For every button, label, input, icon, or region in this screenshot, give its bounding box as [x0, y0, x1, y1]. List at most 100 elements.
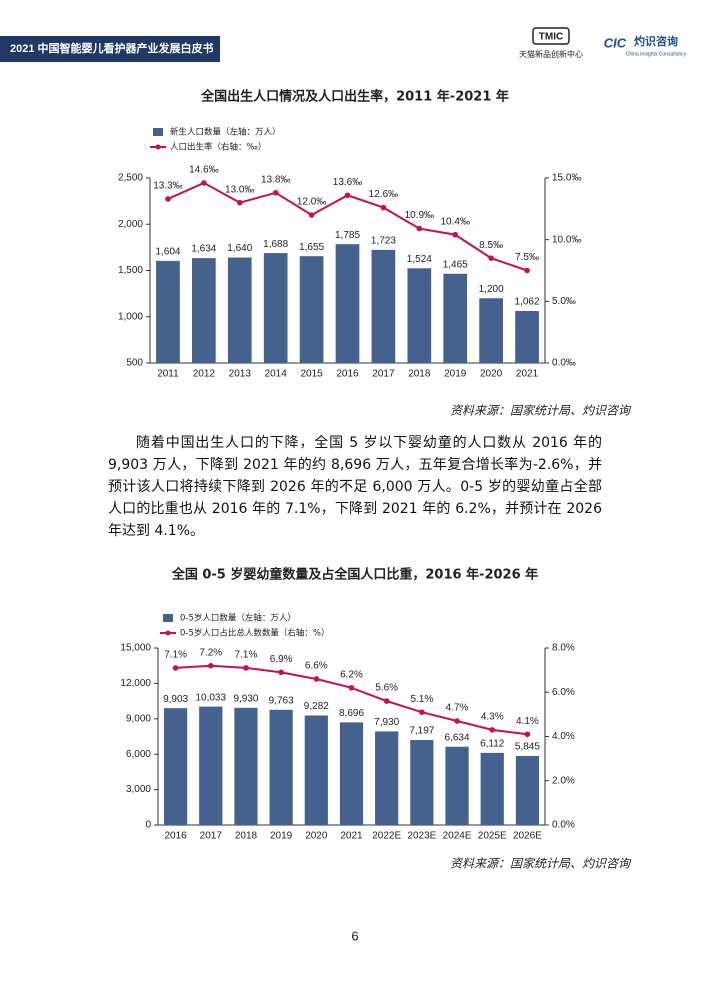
line-value-label: 4.3% — [481, 712, 504, 723]
y2-tick-label: 10.0‰ — [552, 234, 581, 245]
y-tick-label: 500 — [126, 358, 143, 369]
x-tick-label: 2014 — [265, 369, 288, 380]
line-marker — [380, 204, 387, 211]
bar — [479, 298, 503, 363]
line-marker — [452, 231, 459, 238]
x-tick-label: 2018 — [235, 831, 258, 842]
y2-tick-label: 6.0% — [552, 687, 575, 698]
logo2-name: 灼识咨询 — [634, 34, 678, 48]
bar-value-label: 1,062 — [515, 297, 540, 308]
bar-value-label: 1,200 — [479, 284, 504, 295]
line-marker — [278, 669, 284, 676]
bar-value-label: 6,634 — [445, 732, 470, 743]
y-tick-label: 1,500 — [118, 265, 143, 276]
bar-value-label: 1,723 — [371, 236, 396, 247]
y-tick-label: 0 — [145, 820, 151, 831]
legend-label: 人口出生率（右轴：‰） — [170, 142, 266, 153]
line-value-label: 10.4‰ — [440, 216, 469, 227]
bar-value-label: 1,465 — [443, 259, 468, 270]
line-value-label: 14.6‰ — [189, 165, 218, 176]
bar-value-label: 1,524 — [407, 254, 432, 265]
x-tick-label: 2021 — [516, 369, 539, 380]
y2-tick-label: 2.0% — [552, 775, 575, 786]
bar-value-label: 7,197 — [409, 726, 434, 737]
y-tick-label: 15,000 — [120, 643, 151, 654]
y2-tick-label: 5.0‰ — [552, 296, 576, 307]
x-tick-label: 2015 — [300, 369, 323, 380]
bar-value-label: 6,112 — [480, 739, 505, 750]
logo1-sub: 天猫新品创新中心 — [519, 49, 583, 59]
bar-value-label: 7,930 — [374, 717, 399, 728]
line-value-label: 13.3‰ — [153, 181, 182, 192]
x-tick-label: 2026E — [513, 831, 542, 842]
line-marker — [236, 199, 243, 206]
y2-tick-label: 4.0% — [552, 731, 575, 742]
line-marker — [308, 212, 315, 218]
bar-value-label: 9,282 — [304, 701, 329, 712]
line-value-label: 13.6‰ — [333, 177, 362, 188]
bar — [410, 740, 434, 825]
legend-label: 0-5岁人口占比总人数数量（右轴：%） — [180, 628, 329, 639]
x-tick-label: 2024E — [443, 831, 472, 842]
x-tick-label: 2012 — [193, 369, 216, 380]
logo2-sub: China Insights Consultancy — [626, 51, 687, 57]
bar-value-label: 9,903 — [163, 694, 188, 705]
bar — [515, 756, 540, 825]
y-tick-label: 2,000 — [118, 219, 143, 230]
bar-value-label: 9,930 — [233, 693, 258, 704]
line-marker — [416, 225, 423, 232]
line-marker — [172, 665, 179, 671]
bar — [515, 311, 539, 363]
legend-label: 0-5岁人口数量（左轴：万人） — [180, 613, 296, 624]
line-marker — [524, 267, 530, 274]
bar — [163, 708, 188, 825]
page-number: 6 — [351, 928, 358, 943]
y2-tick-label: 0.0‰ — [552, 358, 576, 369]
chart-title: 全国出生人口情况及人口出生率，2011 年-2021 年 — [200, 89, 509, 105]
line-marker — [348, 685, 355, 691]
bar — [263, 253, 288, 363]
y2-tick-label: 8.0% — [552, 643, 575, 654]
legend-label: 新生人口数量（左轴：万人） — [170, 127, 281, 138]
line-marker — [383, 698, 390, 704]
legend-marker — [155, 144, 161, 150]
legend-swatch — [153, 128, 163, 136]
line-value-label: 13.8‰ — [261, 174, 290, 185]
paragraph: 随着中国出生人口的下降，全国 5 岁以下婴幼童的人口数从 2016 年的 9,9… — [108, 435, 602, 539]
line-value-label: 7.1% — [164, 650, 187, 661]
line-marker — [488, 255, 494, 261]
line-value-label: 5.1% — [410, 694, 433, 705]
x-tick-label: 2017 — [372, 369, 395, 380]
bar — [443, 273, 468, 363]
bar-value-label: 8,696 — [339, 708, 364, 719]
bar — [227, 257, 252, 363]
line-value-label: 10.9‰ — [405, 210, 434, 221]
bar-value-label: 1,688 — [263, 239, 288, 250]
bar — [199, 706, 223, 825]
chart-source: 资料来源：国家统计局、灼识咨询 — [450, 857, 632, 871]
y-tick-label: 12,000 — [120, 678, 151, 689]
legend-swatch — [163, 614, 173, 622]
line-value-label: 7.2% — [199, 647, 222, 658]
y-tick-label: 6,000 — [126, 749, 151, 760]
bar — [445, 746, 469, 825]
bar — [299, 256, 324, 363]
line-value-label: 4.1% — [516, 716, 539, 727]
bar-value-label: 1,634 — [191, 244, 216, 255]
line-marker — [243, 665, 249, 671]
logo2: CIC — [604, 35, 627, 50]
bar — [156, 260, 180, 363]
bar-value-label: 1,604 — [155, 247, 180, 258]
x-tick-label: 2020 — [305, 831, 328, 842]
bar-value-label: 10,033 — [195, 692, 226, 703]
line-value-label: 6.2% — [340, 669, 363, 680]
line-marker — [344, 192, 351, 199]
line-marker — [201, 180, 207, 186]
x-tick-label: 2020 — [480, 369, 503, 380]
y2-tick-label: 15.0‰ — [552, 173, 581, 184]
line-marker — [489, 727, 496, 733]
y-tick-label: 9,000 — [126, 713, 151, 724]
header-title: 2021 中国智能婴儿看护器产业发展白皮书 — [10, 41, 214, 55]
